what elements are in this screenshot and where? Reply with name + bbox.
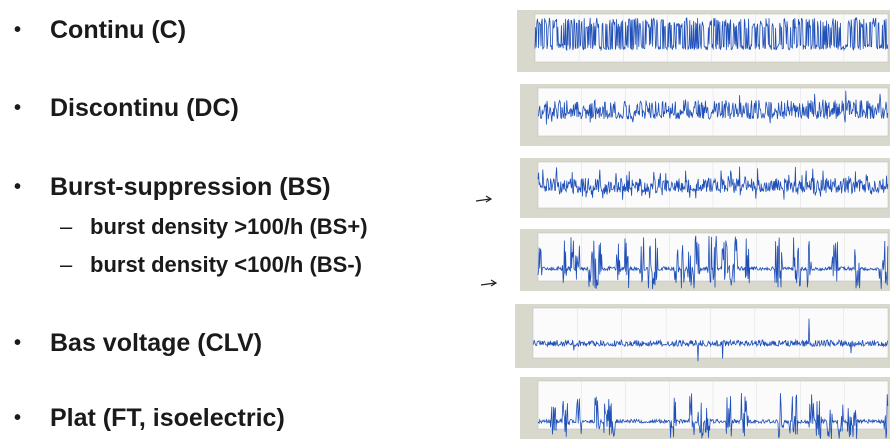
- eeg-trace: [532, 318, 888, 362]
- arrow: [475, 195, 493, 203]
- eeg-trace: [537, 392, 889, 439]
- bullet-item: Bas voltage (CLV): [14, 329, 262, 358]
- bullet-item: Discontinu (DC): [14, 94, 239, 123]
- bullet-item: Plat (FT, isoelectric): [14, 404, 285, 433]
- eeg-trace: [537, 90, 889, 125]
- sub-item: burst density >100/h (BS+): [60, 214, 367, 240]
- bullet-item: Continu (C): [14, 16, 186, 45]
- bullet-item: Burst-suppression (BS): [14, 173, 331, 202]
- eeg-trace: [537, 166, 889, 200]
- sub-item: burst density <100/h (BS-): [60, 252, 362, 278]
- eeg-trace: [534, 16, 889, 52]
- arrow: [480, 279, 498, 287]
- eeg-trace: [537, 235, 889, 290]
